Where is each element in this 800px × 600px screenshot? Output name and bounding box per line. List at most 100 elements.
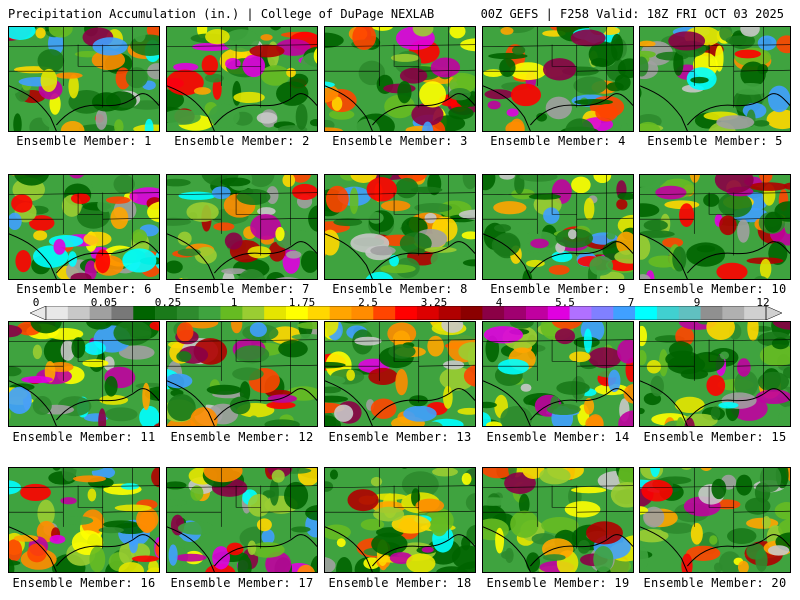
precipitation-field-map — [167, 175, 317, 279]
precipitation-field-map — [640, 175, 790, 279]
ensemble-map-panel — [482, 467, 634, 573]
colorbar-segment — [242, 306, 265, 320]
ensemble-map-panel — [324, 26, 476, 132]
colorbar-segment — [176, 306, 200, 320]
colorbar-segment — [67, 306, 90, 320]
ensemble-member-label: Ensemble Member: 20 — [643, 576, 787, 590]
colorbar-segment — [133, 306, 156, 320]
ensemble-map-panel — [482, 26, 634, 132]
ensemble-member-label: Ensemble Member: 6 — [16, 282, 152, 296]
colorbar-segment — [656, 306, 680, 320]
precipitation-field-map — [483, 468, 633, 572]
colorbar-segment — [351, 306, 374, 320]
colorbar-tick-label: 1.75 — [288, 296, 316, 309]
ensemble-map-panel — [166, 321, 318, 427]
colorbar-segment — [198, 306, 221, 320]
ensemble-map-panel — [8, 321, 160, 427]
colorbar-tick-label: 0.05 — [90, 296, 118, 309]
ensemble-map-panel — [8, 467, 160, 573]
colorbar-segment — [286, 306, 309, 320]
ensemble-map-panel — [639, 174, 791, 280]
ensemble-member-label: Ensemble Member: 12 — [170, 430, 314, 444]
colorbar-tick-label: 7 — [627, 296, 635, 309]
ensemble-map-panel — [324, 467, 476, 573]
ensemble-map-panel — [639, 321, 791, 427]
colorbar-segment — [89, 306, 112, 320]
ensemble-member-label: Ensemble Member: 16 — [12, 576, 156, 590]
ensemble-member-label: Ensemble Member: 4 — [490, 134, 626, 148]
ensemble-member-label: Ensemble Member: 17 — [170, 576, 314, 590]
colorbar-segment — [613, 306, 636, 320]
precipitation-field-map — [9, 322, 159, 426]
ensemble-member-label: Ensemble Member: 8 — [332, 282, 468, 296]
ensemble-map-panel — [8, 26, 160, 132]
colorbar-tick-label: 9 — [693, 296, 701, 309]
colorbar-segment — [416, 306, 440, 320]
precipitation-field-map — [640, 322, 790, 426]
ensemble-member-label: Ensemble Member: 14 — [486, 430, 630, 444]
ensemble-member-label: Ensemble Member: 18 — [328, 576, 472, 590]
ensemble-member-label: Ensemble Member: 1 — [16, 134, 152, 148]
precipitation-field-map — [640, 468, 790, 572]
colorbar-tick-label: 3.25 — [420, 296, 448, 309]
colorbar-segment — [591, 306, 614, 320]
colorbar-segment — [155, 306, 178, 320]
ensemble-map-panel — [166, 26, 318, 132]
model-run-info: 00Z GEFS | F258 Valid: 18Z FRI OCT 03 20… — [480, 7, 784, 21]
colorbar-segment — [307, 306, 330, 320]
ensemble-map-panel — [482, 174, 634, 280]
precipitation-field-map — [167, 468, 317, 572]
ensemble-map-panel — [166, 174, 318, 280]
precipitation-field-map — [325, 322, 475, 426]
colorbar-tick-label: 5.5 — [555, 296, 575, 309]
precipitation-field-map — [325, 175, 475, 279]
precipitation-field-map — [167, 27, 317, 131]
ensemble-member-label: Ensemble Member: 11 — [12, 430, 156, 444]
colorbar-segment — [700, 306, 723, 320]
colorbar-segment — [526, 306, 549, 320]
ensemble-map-panel — [8, 174, 160, 280]
precipitation-field-map — [483, 175, 633, 279]
precipitation-field-map — [9, 468, 159, 572]
precipitation-field-map — [483, 27, 633, 131]
colorbar-tick-label: 12 — [756, 296, 770, 309]
ensemble-member-label: Ensemble Member: 13 — [328, 430, 472, 444]
colorbar-segment — [635, 306, 658, 320]
colorbar-segment — [504, 306, 527, 320]
colorbar-segment — [220, 306, 243, 320]
ensemble-map-panel — [639, 26, 791, 132]
colorbar-segment — [460, 306, 483, 320]
ensemble-member-label: Ensemble Member: 3 — [332, 134, 468, 148]
colorbar-segment — [547, 306, 570, 320]
ensemble-member-label: Ensemble Member: 9 — [490, 282, 626, 296]
colorbar-segment — [111, 306, 134, 320]
map-title: Precipitation Accumulation (in.) | Colle… — [8, 7, 435, 21]
colorbar-segment — [264, 306, 287, 320]
ensemble-map-panel — [324, 321, 476, 427]
precipitation-field-map — [9, 27, 159, 131]
colorbar-tick-label: 0 — [32, 296, 40, 309]
precipitation-colorbar — [30, 306, 782, 320]
colorbar-segment — [46, 306, 69, 320]
precipitation-field-map — [325, 27, 475, 131]
ensemble-map-panel — [324, 174, 476, 280]
colorbar-segment — [569, 306, 592, 320]
colorbar-tick-label: 4 — [495, 296, 503, 309]
ensemble-map-panel — [166, 467, 318, 573]
ensemble-member-label: Ensemble Member: 15 — [643, 430, 787, 444]
precipitation-field-map — [9, 175, 159, 279]
ensemble-map-panel — [639, 467, 791, 573]
precipitation-field-map — [325, 468, 475, 572]
ensemble-member-label: Ensemble Member: 19 — [486, 576, 630, 590]
ensemble-member-label: Ensemble Member: 5 — [647, 134, 783, 148]
precipitation-field-map — [167, 322, 317, 426]
colorbar-segment — [482, 306, 505, 320]
ensemble-map-panel — [482, 321, 634, 427]
ensemble-member-label: Ensemble Member: 10 — [643, 282, 787, 296]
colorbar-segment — [744, 306, 767, 320]
colorbar-segment — [395, 306, 418, 320]
ensemble-member-label: Ensemble Member: 7 — [174, 282, 310, 296]
colorbar-tick-label: 1 — [230, 296, 238, 309]
colorbar-segment — [722, 306, 745, 320]
colorbar-segment — [678, 306, 701, 320]
